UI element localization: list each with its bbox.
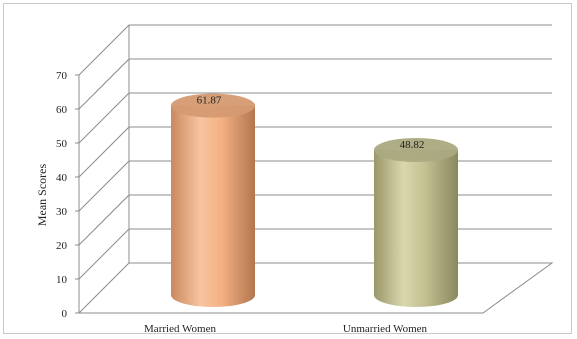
gridline-diagonal [78,160,130,212]
label-layer: 0 10 20 30 40 50 60 70 61.87 Married Women 48.82 Un… [56,70,428,335]
y-axis-label: Mean Scores [35,164,49,227]
gridline-diagonal [78,126,130,178]
gridline-diagonal [78,24,130,76]
gridline-diagonal [78,194,130,246]
y-tick-label: 30 [56,206,68,218]
x-tick-label: Married Women [144,323,216,335]
y-tick-label: 10 [56,274,68,286]
bar-layer [171,93,458,307]
bar-top [171,93,255,118]
y-tick-label: 60 [56,104,68,116]
gridline-diagonal [78,58,130,110]
gridline-diagonal [78,92,130,144]
bar-cylinder [374,150,458,307]
grid-layer [75,24,554,314]
bar-top-shade [374,138,458,163]
bar-cylinder [171,105,255,307]
data-label: 61.87 [197,95,222,107]
bar-top [374,138,458,163]
y-tick-label: 40 [56,172,68,184]
y-tick-label: 50 [56,138,68,150]
y-tick-label: 0 [62,308,68,320]
y-tick-label: 70 [56,70,68,82]
x-tick-label: Unmarried Women [343,323,428,335]
data-label: 48.82 [400,139,425,151]
gridline-diagonal [78,228,130,280]
y-tick-label: 20 [56,240,68,252]
chart-floor [77,262,554,314]
bar-top-shade [171,93,255,118]
